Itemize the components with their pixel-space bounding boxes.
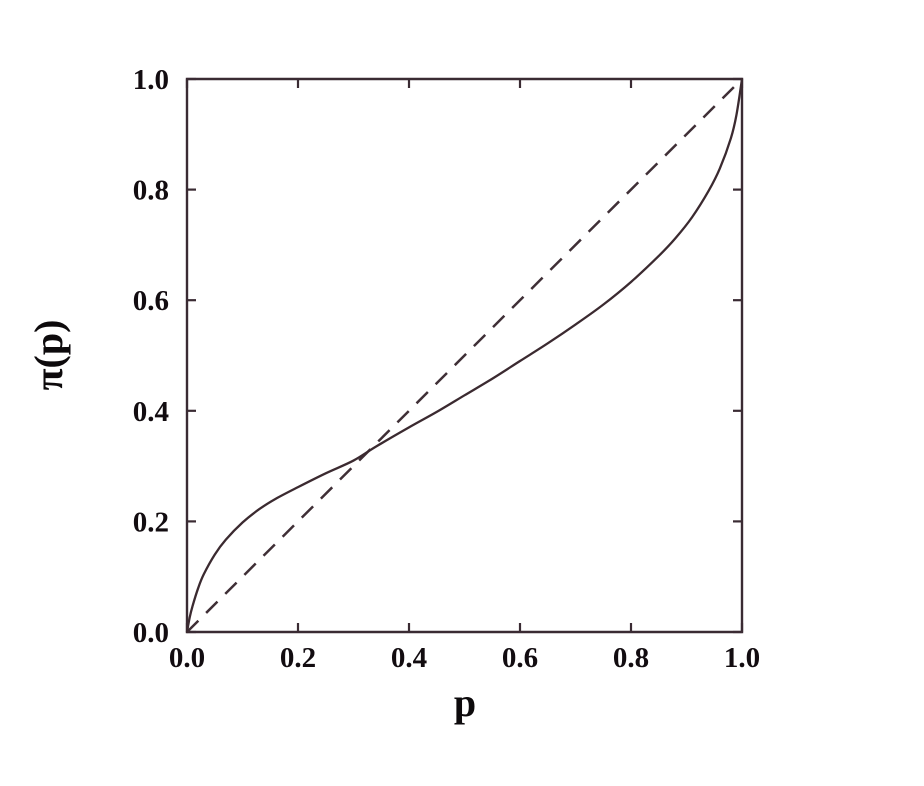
y-axis-title: π(p) <box>26 320 71 391</box>
y-axis-tick-labels: 0.0 0.2 0.4 0.6 0.8 1.0 <box>133 64 169 649</box>
y-tick-label: 1.0 <box>133 64 169 96</box>
x-axis-title: p <box>454 680 476 725</box>
y-axis-ticks <box>187 77 742 634</box>
x-tick-label: 0.4 <box>391 642 427 674</box>
weighting-function-curve <box>185 77 744 634</box>
y-tick-label: 0.2 <box>133 506 169 538</box>
y-tick-label: 0.8 <box>133 175 169 207</box>
x-tick-label: 0.0 <box>169 642 205 674</box>
x-tick-label: 0.6 <box>502 642 538 674</box>
x-tick-label: 1.0 <box>724 642 760 674</box>
x-axis-tick-labels: 0.0 0.2 0.4 0.6 0.8 1.0 <box>169 642 760 674</box>
x-tick-label: 0.8 <box>613 642 649 674</box>
identity-diagonal-line <box>186 78 743 633</box>
x-tick-label: 0.2 <box>280 642 316 674</box>
y-tick-label: 0.4 <box>133 396 169 428</box>
y-tick-label: 0.0 <box>133 617 169 649</box>
y-tick-label: 0.6 <box>133 285 169 317</box>
